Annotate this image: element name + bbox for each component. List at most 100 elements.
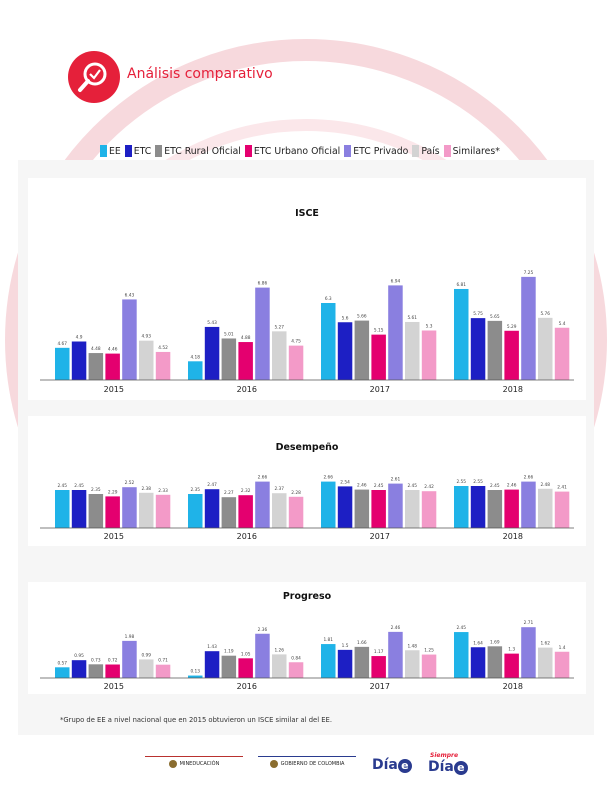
data-label: 4.52 (158, 345, 168, 351)
data-label: 2.61 (391, 477, 401, 483)
bar (538, 317, 553, 380)
year-label: 2018 (503, 385, 523, 394)
bar (105, 353, 120, 380)
desempeno-chart: Desempeño 2.45 2.45 2.35 2.29 2.52 2.38 2.33 201… (40, 442, 574, 541)
data-label: 5.75 (473, 311, 483, 317)
bar (321, 481, 336, 528)
data-label: 0.84 (291, 655, 301, 661)
legend-swatch (443, 145, 451, 157)
data-label: 0.71 (158, 658, 168, 664)
data-label: 1.05 (241, 651, 251, 657)
bar (105, 664, 120, 678)
bar (538, 488, 553, 528)
bar (354, 320, 370, 380)
data-label: 6.86 (258, 281, 268, 287)
data-label: 4.46 (108, 347, 118, 353)
legend-item: EE (100, 145, 121, 157)
legend-item: Similares* (443, 145, 500, 157)
legend-label: ETC Privado (353, 145, 409, 157)
bar (405, 490, 420, 528)
bar (421, 330, 437, 380)
data-label: 5.4 (559, 321, 566, 327)
data-label: 2.45 (407, 483, 417, 489)
bar (487, 646, 503, 678)
bar (221, 338, 237, 380)
data-label: 1.3 (508, 647, 515, 653)
bar (238, 342, 253, 380)
bar (470, 486, 486, 528)
bar (521, 276, 536, 380)
bar (504, 330, 519, 380)
data-label: 0.13 (190, 669, 200, 675)
legend-label: ETC Rural Oficial (164, 145, 241, 157)
bar (272, 654, 287, 678)
bar (454, 486, 469, 528)
progreso-chart-panel: Progreso 0.57 0.95 0.73 0.72 1.98 0.99 0.71 2015… (28, 582, 586, 694)
data-label: 5.29 (507, 324, 517, 330)
legend-label: EE (109, 145, 121, 157)
dia-e-logo: Día e (372, 757, 412, 773)
year-label: 2018 (503, 682, 523, 691)
bar (321, 303, 336, 380)
bar (88, 494, 104, 528)
data-label: 7.25 (524, 270, 534, 276)
bar (71, 490, 87, 528)
bar (554, 327, 570, 380)
bar (388, 285, 403, 380)
desempeno-chart-panel: Desempeño 2.45 2.45 2.35 2.29 2.52 2.38 2.33 201… (28, 416, 586, 546)
bar (371, 334, 386, 380)
data-label: 2.55 (473, 479, 483, 485)
data-label: 2.71 (524, 620, 534, 626)
bar (139, 659, 154, 678)
data-label: 0.99 (141, 652, 151, 658)
legend-item: ETC (124, 145, 152, 157)
data-label: 1.43 (207, 644, 217, 650)
chart-title: Progreso (283, 591, 332, 602)
data-label: 1.66 (357, 640, 367, 646)
data-label: 5.65 (490, 314, 500, 320)
legend-label: ETC Urbano Oficial (253, 145, 341, 157)
legend-label: ETC (133, 145, 152, 157)
data-label: 2.66 (323, 475, 333, 481)
data-label: 5.76 (540, 311, 550, 317)
year-label: 2016 (237, 682, 257, 691)
coat-of-arms-icon (168, 760, 177, 768)
bar (337, 322, 353, 380)
bar (504, 489, 519, 528)
bar (371, 490, 386, 528)
bar (454, 288, 469, 380)
siempre-dia-e-logo: Día e (428, 759, 468, 775)
chart-title: Desempeño (276, 442, 339, 453)
bar (105, 496, 120, 528)
isce-chart: ISCE 4.67 4.9 4.48 4.46 6.43 4.93 4.52 2015 4.18 5… (40, 208, 574, 394)
data-label: 2.45 (456, 625, 466, 631)
bar (55, 490, 70, 528)
magnifier-check-icon (68, 51, 120, 103)
data-label: 2.27 (224, 490, 234, 496)
legend-swatch (155, 145, 163, 157)
bar (255, 481, 270, 528)
bar (470, 318, 486, 380)
data-label: 6.81 (456, 282, 466, 288)
bar (354, 489, 370, 528)
bar (188, 361, 203, 380)
data-label: 1.69 (490, 639, 500, 645)
data-label: 2.46 (391, 625, 401, 631)
data-label: 4.67 (57, 341, 67, 347)
data-label: 2.29 (108, 489, 118, 495)
bar (272, 493, 287, 528)
bar (421, 491, 437, 528)
data-label: 2.48 (540, 482, 550, 488)
bar (554, 651, 570, 678)
bar (238, 658, 253, 678)
legend-swatch (100, 145, 107, 157)
gobierno-logo: GOBIERNO DE COLOMBIA (258, 756, 356, 771)
legend-swatch (412, 145, 420, 157)
data-label: 5.3 (426, 324, 433, 330)
bar (255, 287, 270, 380)
data-label: 1.64 (473, 640, 483, 646)
bar (88, 353, 104, 380)
bar (139, 492, 154, 528)
bar (188, 494, 203, 528)
data-label: 5.6 (342, 315, 349, 321)
